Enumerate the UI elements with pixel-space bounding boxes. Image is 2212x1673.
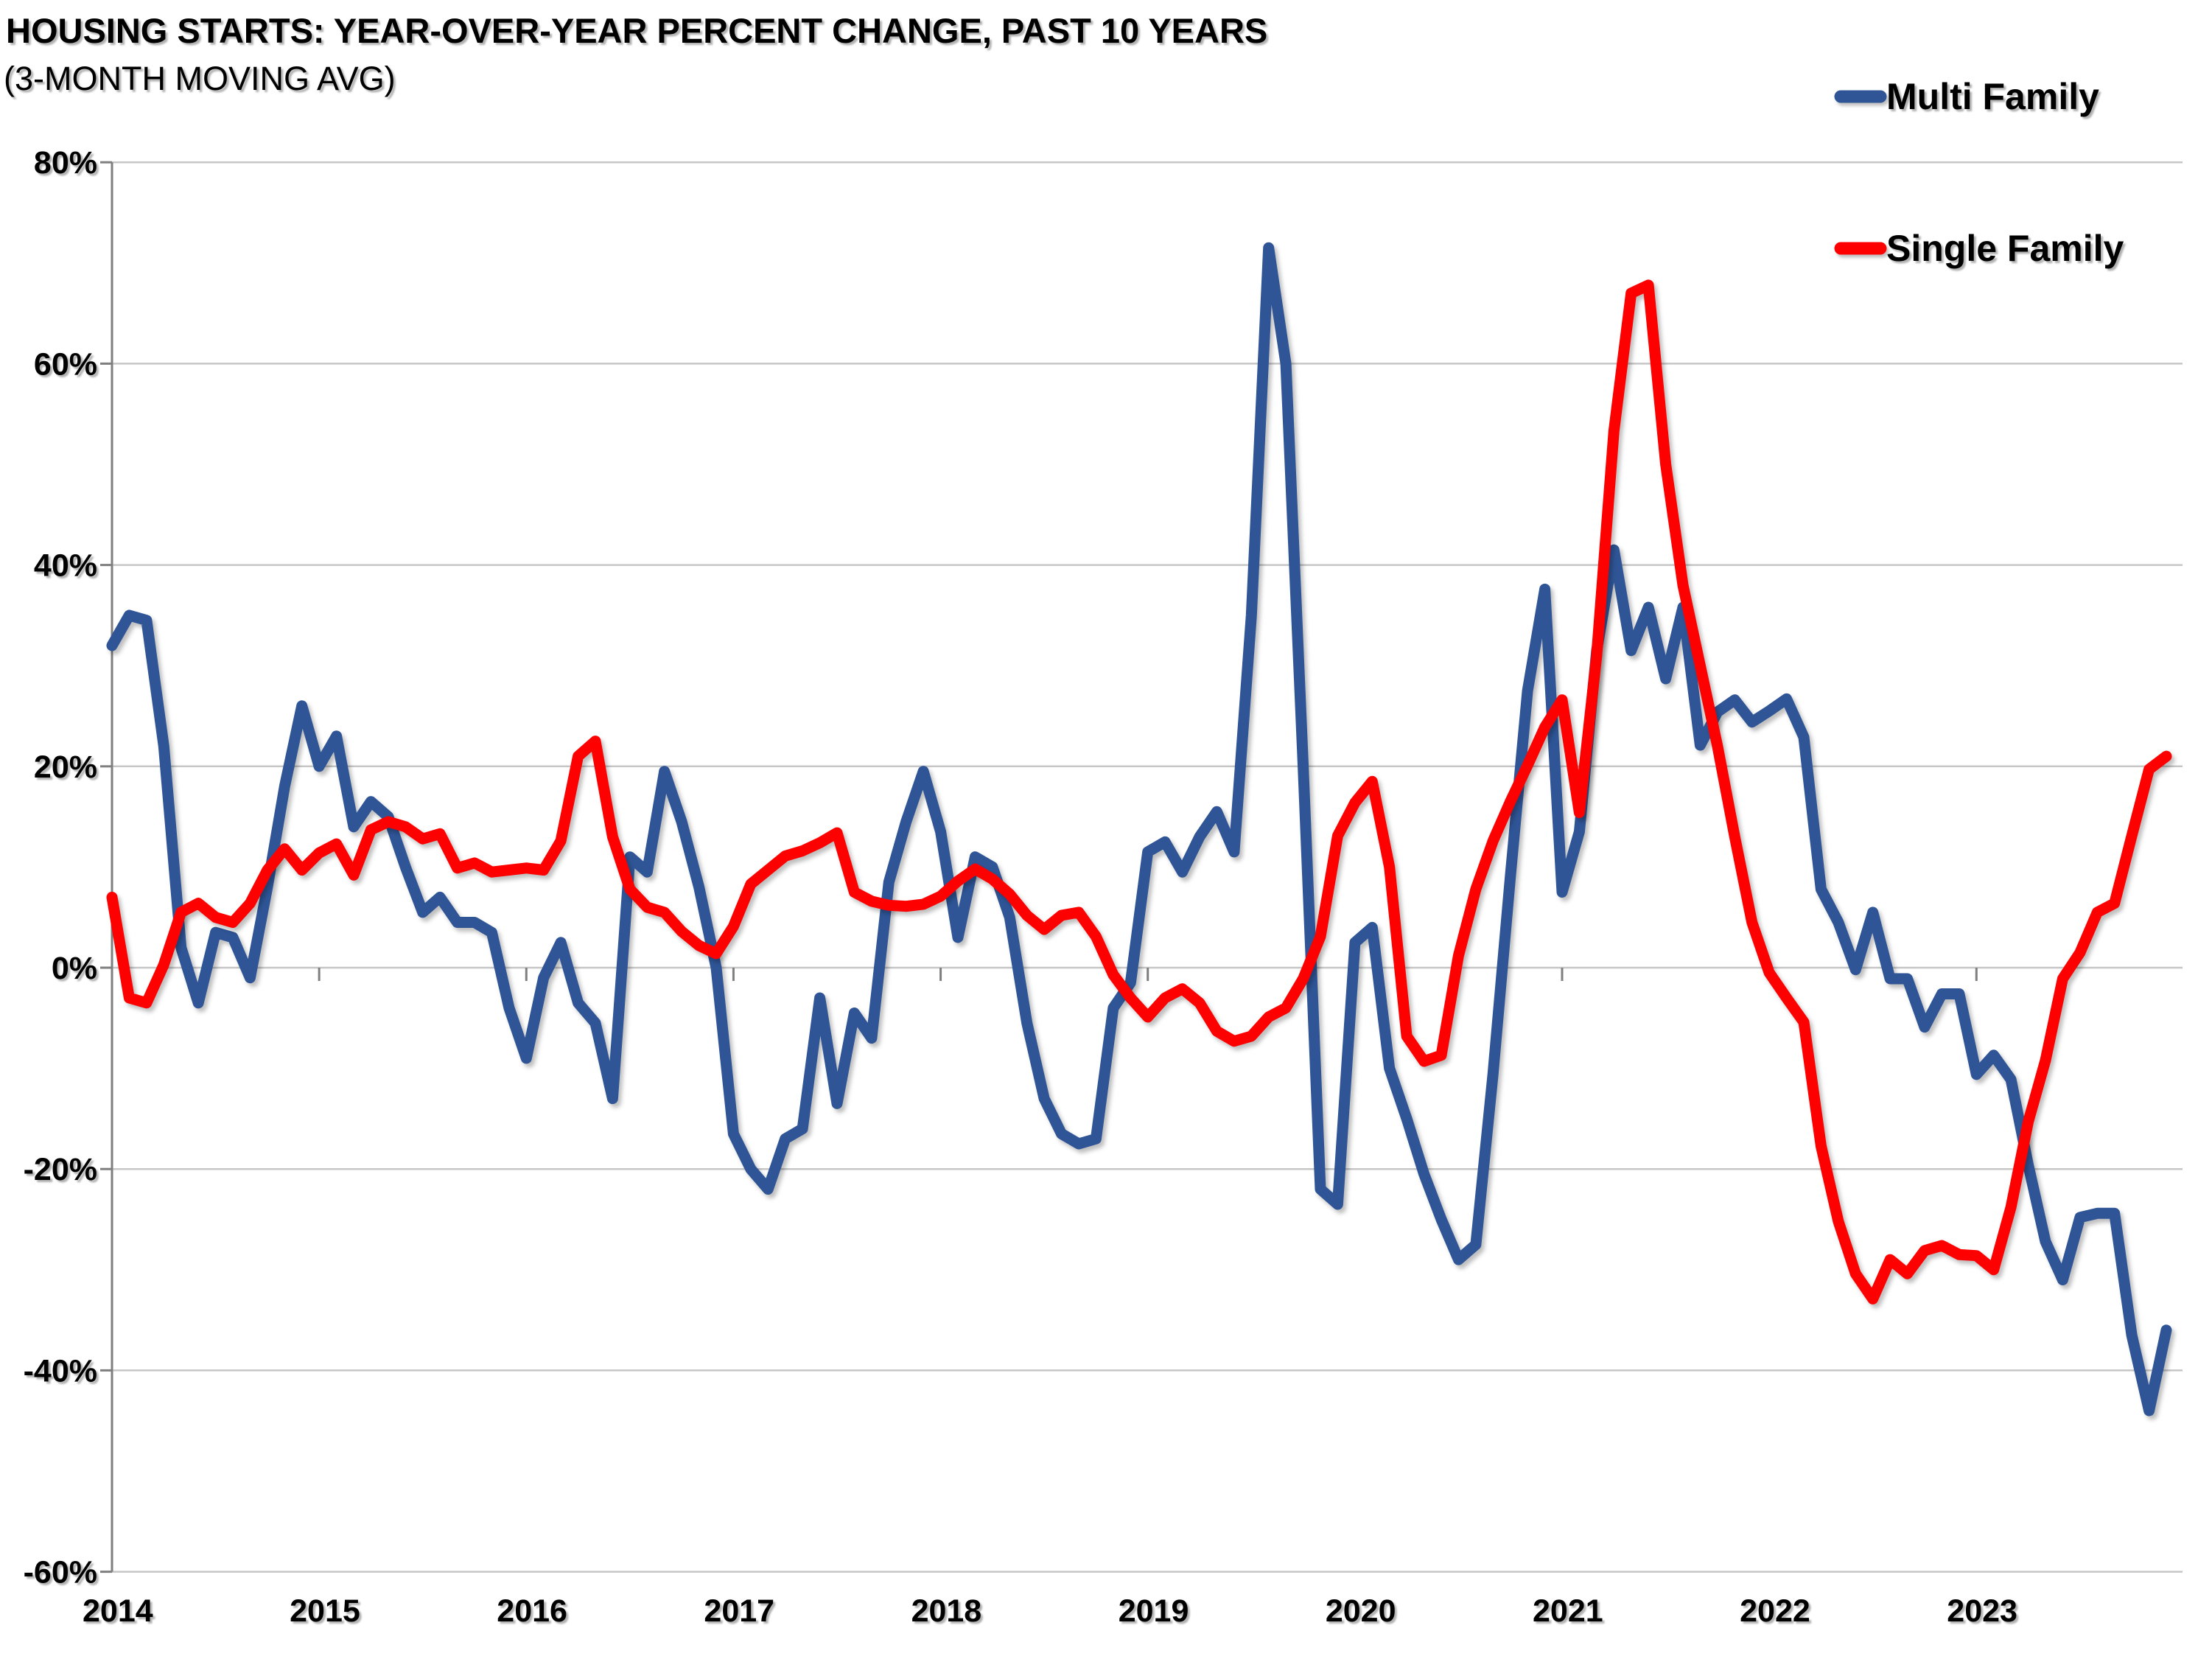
- y-tick-label: 0%: [52, 951, 97, 986]
- x-axis-labels: 2014 2015 2016 2017 2018 2019 2020 2021 2022 2023: [83, 1593, 2017, 1629]
- x-tick-label: 2020: [1326, 1593, 1396, 1629]
- x-tick-label: 2023: [1947, 1593, 2017, 1629]
- y-tick-label: 40%: [34, 548, 97, 584]
- legend-label-single-family: Single Family: [1886, 228, 2124, 269]
- y-axis-labels: 80% 60% 40% 20% 0% -20% -40% -60%: [24, 145, 97, 1590]
- x-tick-label: 2019: [1119, 1593, 1189, 1629]
- y-tick-label: -60%: [24, 1555, 97, 1590]
- y-tick-label: 60%: [34, 346, 97, 382]
- y-tick-label: -40%: [24, 1353, 97, 1389]
- series-lines: [106, 242, 2172, 1417]
- single-family-series-line: [106, 279, 2172, 1304]
- legend-label-multi-family: Multi Family: [1886, 76, 2099, 117]
- chart-title: HOUSING STARTS: YEAR-OVER-YEAR PERCENT C…: [6, 11, 1267, 50]
- x-tick-label: 2021: [1533, 1593, 1603, 1629]
- multi-family-series-line: [106, 242, 2172, 1417]
- legend: Multi Family Single Family: [1834, 76, 2124, 269]
- chart-subtitle: (3-MONTH MOVING AVG): [4, 60, 396, 97]
- axes: [100, 161, 1978, 1574]
- x-tick-label: 2014: [83, 1593, 153, 1629]
- y-tick-label: 20%: [34, 750, 97, 785]
- legend-item-single-family: Single Family: [1834, 228, 2124, 269]
- x-tick-label: 2022: [1740, 1593, 1810, 1629]
- x-tick-label: 2017: [704, 1593, 774, 1629]
- x-tick-label: 2016: [497, 1593, 567, 1629]
- y-tick-label: 80%: [34, 145, 97, 181]
- x-tick-label: 2018: [911, 1593, 982, 1629]
- x-tick-label: 2015: [290, 1593, 360, 1629]
- y-tick-label: -20%: [24, 1152, 97, 1187]
- legend-item-multi-family: Multi Family: [1834, 76, 2099, 117]
